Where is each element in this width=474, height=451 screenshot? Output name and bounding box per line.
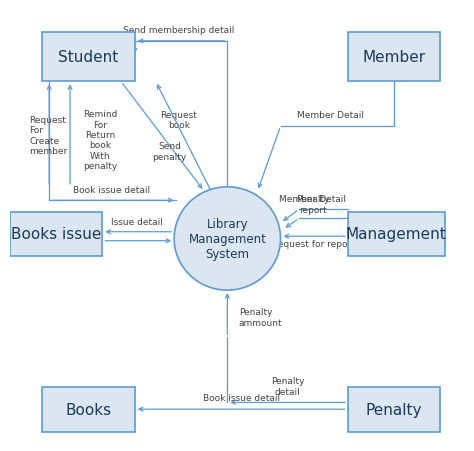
- Text: Issue detail: Issue detail: [111, 217, 163, 226]
- Text: Books issue: Books issue: [11, 227, 101, 242]
- Text: Remind
For
Return
book
With
penalty: Remind For Return book With penalty: [83, 110, 117, 171]
- FancyBboxPatch shape: [347, 33, 440, 82]
- Text: Penalty: Penalty: [365, 402, 422, 417]
- Text: Request
book: Request book: [160, 110, 197, 130]
- Text: Member Detail: Member Detail: [297, 111, 364, 120]
- Text: Send
penalty: Send penalty: [152, 142, 187, 161]
- FancyBboxPatch shape: [42, 387, 135, 432]
- FancyBboxPatch shape: [42, 33, 135, 82]
- Text: Member: Member: [363, 50, 426, 65]
- FancyBboxPatch shape: [10, 212, 102, 257]
- Text: Send membership detail: Send membership detail: [123, 26, 235, 35]
- Text: Book issue detail: Book issue detail: [203, 394, 280, 403]
- Text: Penalty
detail: Penalty detail: [271, 377, 304, 396]
- Text: Student: Student: [58, 50, 118, 65]
- Text: Request
For
Create
member: Request For Create member: [29, 116, 67, 156]
- Text: Books: Books: [65, 402, 111, 417]
- Text: Member Detail: Member Detail: [280, 195, 346, 204]
- Text: Management: Management: [346, 227, 447, 242]
- Text: Penalty
report: Penalty report: [296, 195, 330, 214]
- FancyBboxPatch shape: [347, 387, 440, 432]
- Circle shape: [174, 188, 281, 290]
- FancyBboxPatch shape: [347, 212, 445, 257]
- Text: Library
Management
System: Library Management System: [188, 217, 266, 260]
- Text: Book issue detail: Book issue detail: [73, 186, 150, 195]
- Text: Penalty
ammount: Penalty ammount: [239, 308, 283, 327]
- Text: Request for report: Request for report: [272, 240, 355, 249]
